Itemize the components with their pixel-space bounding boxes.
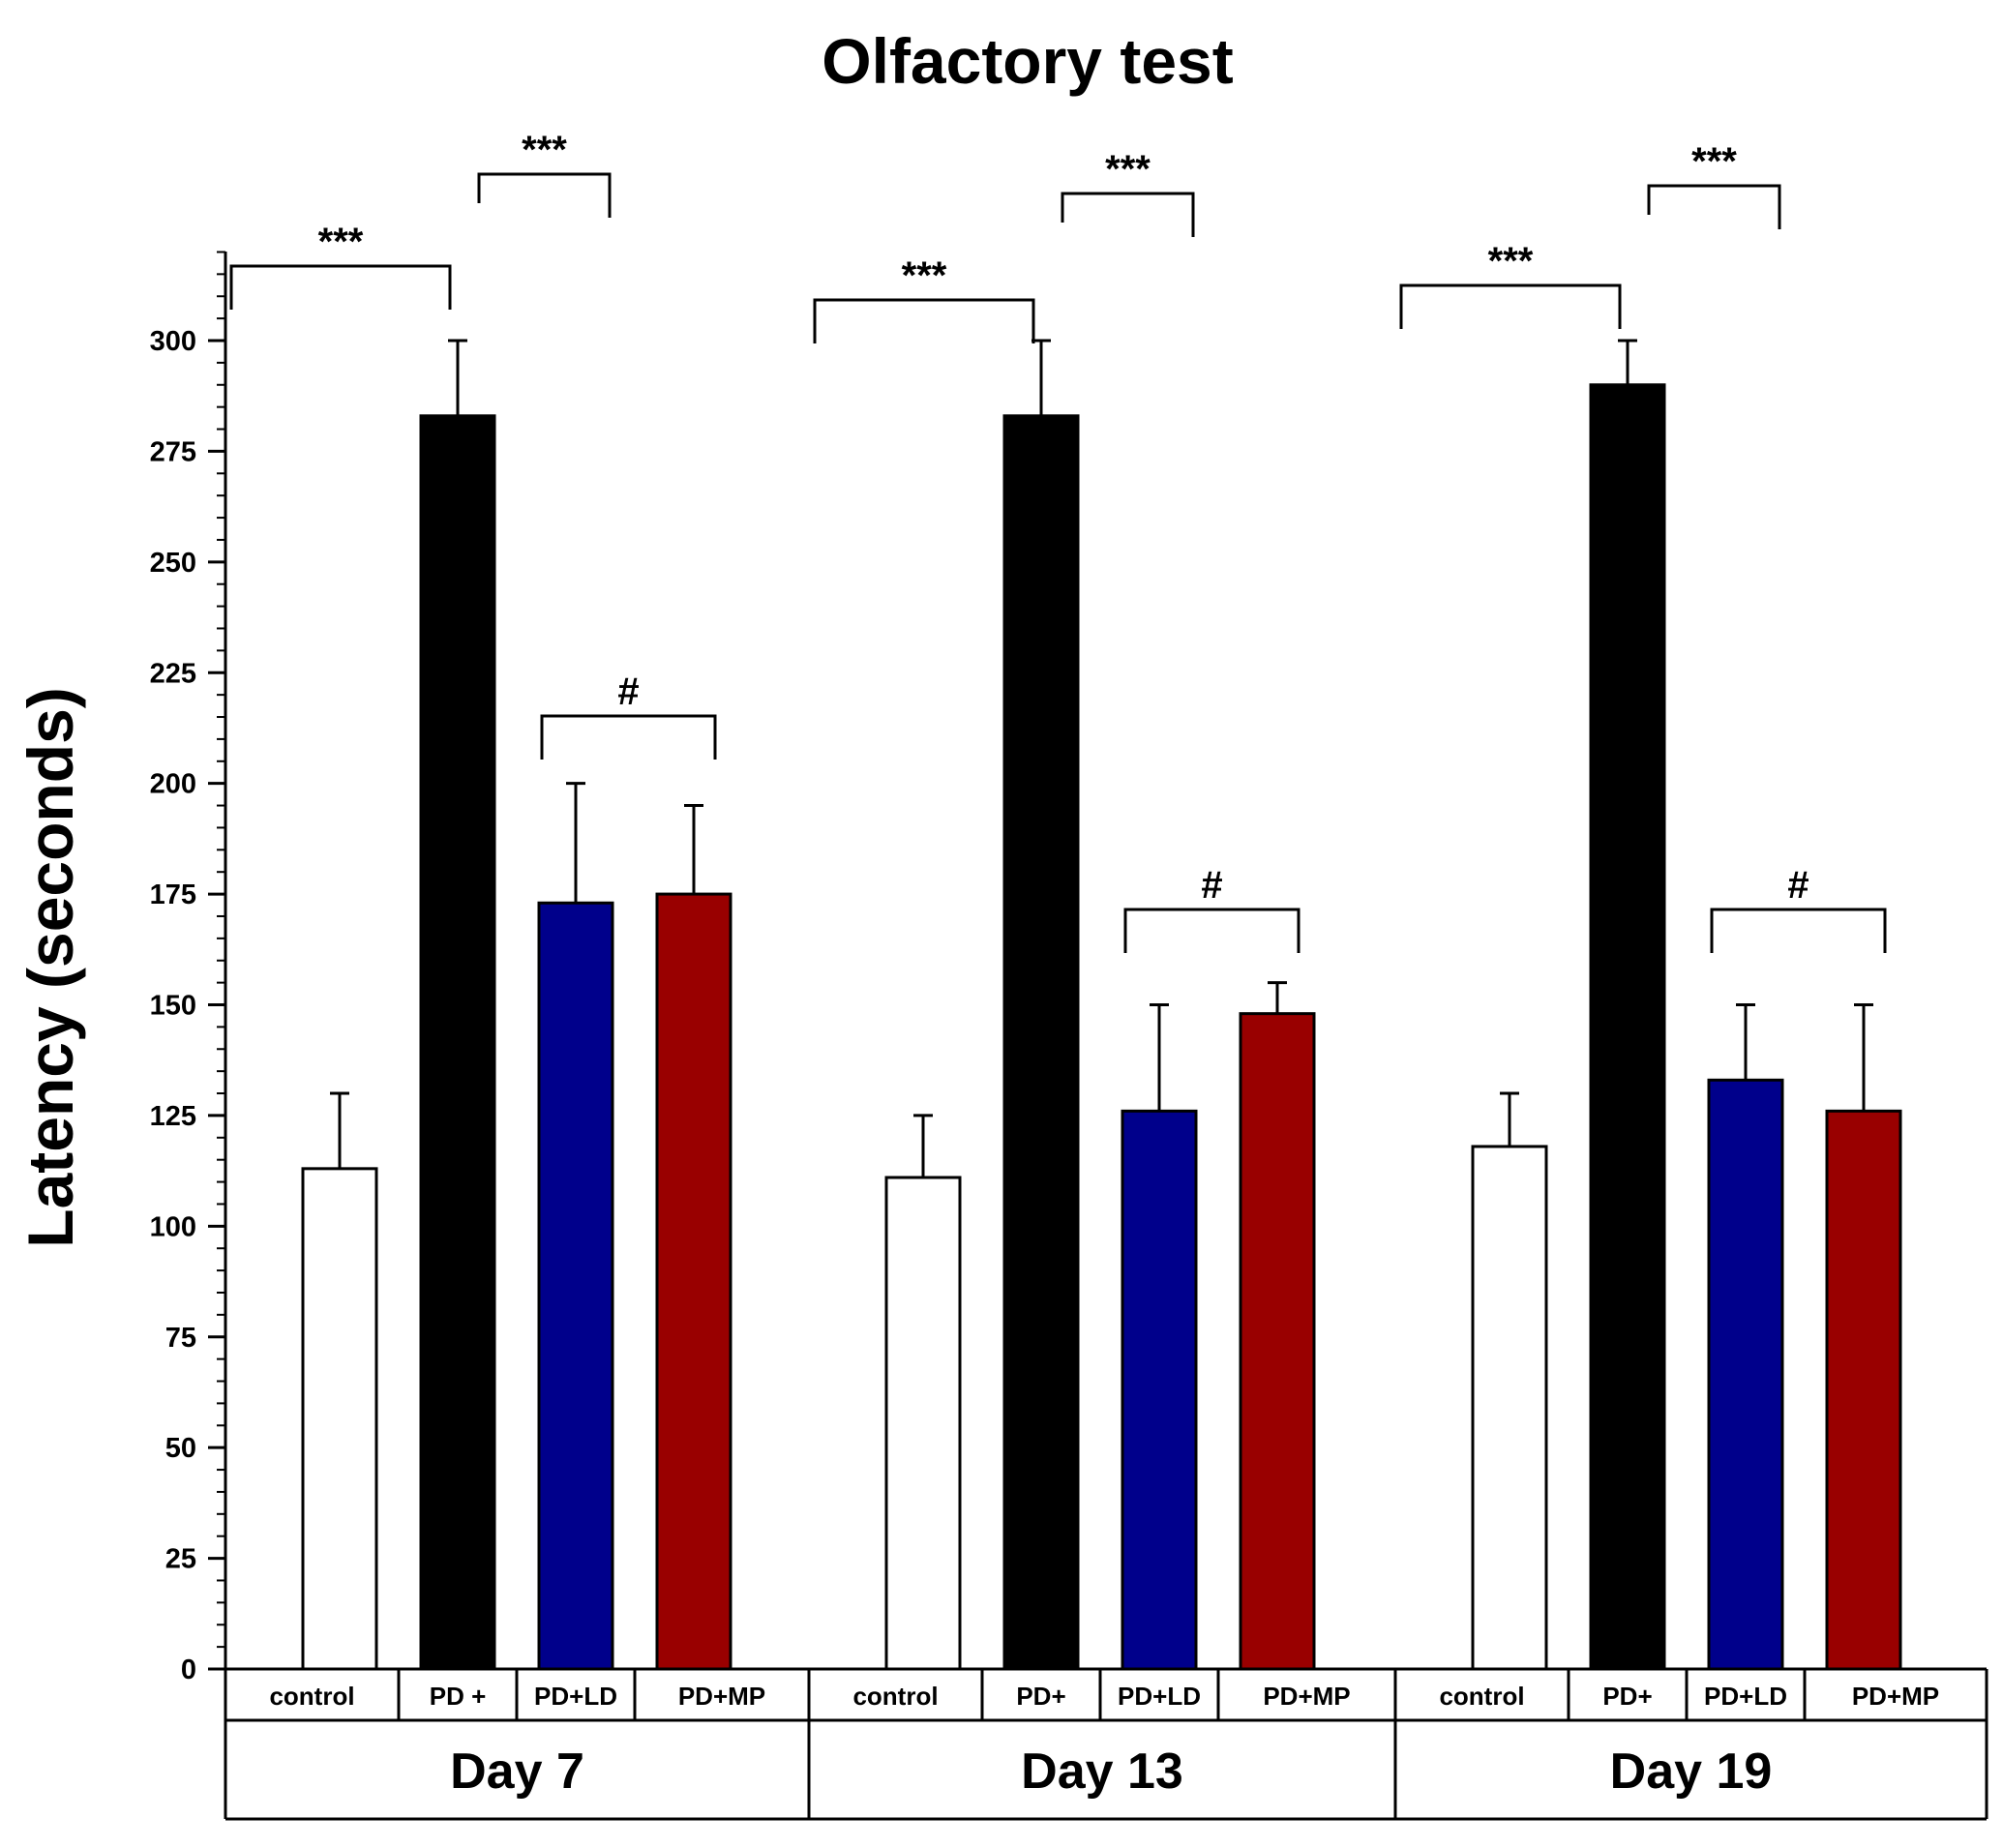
y-tick-label: 300 — [150, 326, 196, 357]
y-tick-label: 75 — [165, 1323, 196, 1354]
y-tick-label: 250 — [150, 548, 196, 579]
group-label: Day 7 — [450, 1744, 584, 1800]
significance-label: # — [1201, 864, 1222, 907]
bar — [1589, 383, 1666, 1671]
bar — [1239, 1012, 1316, 1671]
y-tick-label: 100 — [150, 1211, 196, 1242]
y-axis-label: Latency (seconds) — [15, 687, 86, 1248]
significance-bracket — [1710, 908, 1887, 953]
significance-label: *** — [318, 221, 364, 263]
category-label: PD+LD — [1704, 1682, 1787, 1711]
significance-label: *** — [902, 254, 947, 297]
significance-label: # — [617, 671, 639, 713]
y-tick-label: 200 — [150, 769, 196, 800]
bar — [1002, 414, 1080, 1671]
category-label: PD+MP — [678, 1682, 765, 1711]
category-label: PD + — [430, 1682, 487, 1711]
y-tick-label: 0 — [181, 1654, 196, 1685]
y-tick-label: 275 — [150, 436, 196, 467]
group-label: Day 13 — [1021, 1744, 1183, 1800]
significance-label: *** — [1488, 240, 1534, 283]
bar — [419, 414, 496, 1671]
significance-bracket — [540, 714, 717, 760]
category-label: PD+LD — [1118, 1682, 1201, 1711]
category-label: PD+ — [1602, 1682, 1652, 1711]
y-tick-label: 150 — [150, 991, 196, 1022]
y-tick-label: 175 — [150, 879, 196, 910]
bar — [884, 1176, 962, 1671]
bar — [1825, 1109, 1902, 1671]
bar — [1121, 1109, 1198, 1671]
group-label: Day 19 — [1610, 1744, 1773, 1800]
bar — [537, 901, 614, 1671]
significance-bracket — [477, 172, 612, 218]
category-label: PD+MP — [1263, 1682, 1350, 1711]
significance-bracket — [1399, 283, 1622, 329]
y-tick-label: 25 — [165, 1544, 196, 1575]
significance-bracket — [1647, 184, 1781, 229]
chart-title: Olfactory test — [822, 25, 1233, 97]
bar — [1707, 1078, 1784, 1671]
bar — [301, 1167, 378, 1671]
y-tick-label: 50 — [165, 1433, 196, 1464]
category-label: PD+LD — [534, 1682, 617, 1711]
significance-bracket — [1123, 908, 1300, 953]
plot-area: 0 25 50 75 100 125 150 175 200 225 250 275 300 Day 7 c… — [150, 129, 1988, 1821]
bar — [1471, 1145, 1548, 1671]
category-label: PD+ — [1016, 1682, 1065, 1711]
significance-label: # — [1787, 864, 1809, 907]
significance-bracket — [813, 298, 1035, 343]
significance-label: *** — [522, 129, 567, 171]
significance-label: *** — [1691, 140, 1737, 183]
category-label: control — [269, 1682, 354, 1711]
y-tick-label: 225 — [150, 658, 196, 689]
significance-label: *** — [1105, 148, 1151, 191]
category-label: control — [1439, 1682, 1524, 1711]
bar — [655, 892, 732, 1671]
significance-bracket — [229, 264, 452, 310]
y-tick-label: 125 — [150, 1101, 196, 1132]
significance-bracket — [1061, 192, 1195, 237]
category-label: control — [852, 1682, 938, 1711]
category-label: PD+MP — [1852, 1682, 1939, 1711]
